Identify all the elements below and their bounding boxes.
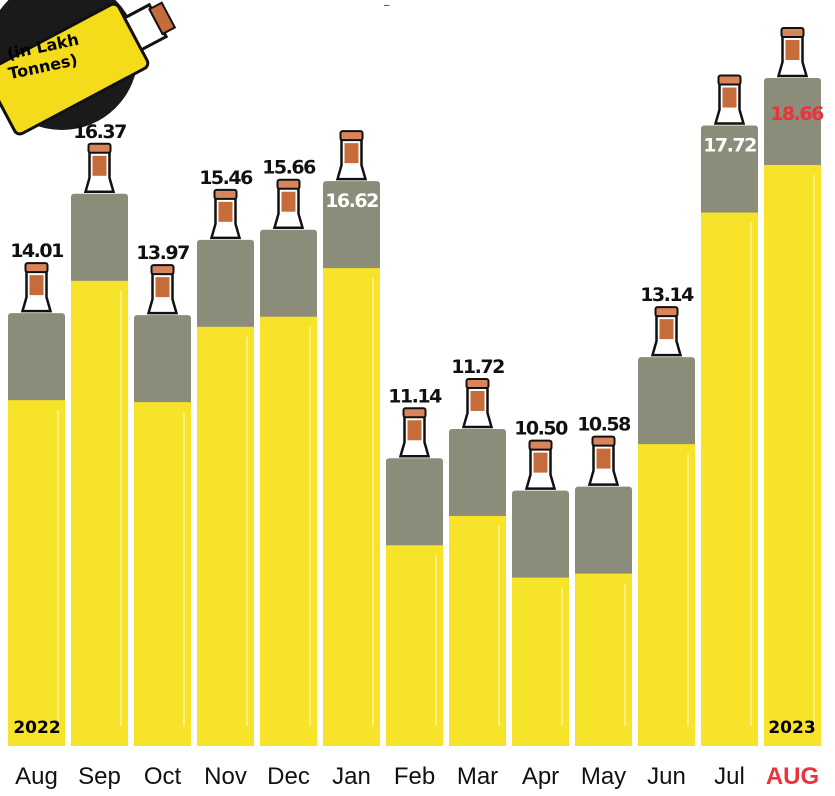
category-label-oct: Oct: [144, 763, 182, 790]
bottle-cap-icon: [654, 306, 679, 318]
bottle-cap-icon: [150, 264, 175, 276]
bar-marks: 14.01 Aug 16.37 Sep 13.97 Oct 15.46 Nov 15.66 Dec…: [8, 27, 826, 790]
bottle-cap-icon: [213, 188, 238, 200]
value-label-may: 10.58: [577, 414, 631, 436]
bar-glass-shine: [246, 336, 248, 726]
bar-glass-shine: [120, 290, 122, 726]
bar-glass-shine: [309, 326, 311, 726]
category-label-may: May: [581, 763, 626, 790]
bar-glass-shine: [687, 454, 689, 726]
bottle-cork-icon: [155, 277, 170, 298]
value-label-nov: 15.46: [199, 167, 253, 189]
category-label-apr: Apr: [522, 763, 559, 790]
value-label-aug: 14.01: [10, 240, 63, 262]
oil-bottle-icon: [0, 1, 177, 136]
category-label-jun: Jun: [647, 763, 686, 790]
category-label-jul: Jul: [714, 763, 745, 790]
bar-glass-shine: [624, 583, 626, 726]
category-label-aug: AUG: [766, 763, 819, 790]
category-label-mar: Mar: [457, 763, 498, 790]
category-label-feb: Feb: [394, 763, 435, 790]
bottle-cork-icon: [218, 201, 233, 222]
bar-oil-fill: [701, 212, 758, 746]
bottle-cap-icon: [87, 142, 112, 154]
bar-glass-shine: [813, 175, 815, 726]
bottle-cap-icon: [339, 130, 364, 142]
bar-oil-fill: [449, 515, 506, 746]
bar-glass-shine: [750, 222, 752, 726]
bar-may: [575, 435, 632, 746]
bar-glass-shine: [561, 587, 563, 726]
value-label-dec: 15.66: [262, 157, 316, 179]
unit-badge: (in Lakh Tonnes): [0, 0, 177, 136]
bar-oct: [134, 264, 191, 746]
value-label-sep: 16.37: [73, 121, 126, 143]
bar-oil-fill: [323, 268, 380, 746]
bottle-cap-icon: [780, 27, 805, 38]
bar-apr: [512, 439, 569, 746]
bar-aug: [8, 262, 65, 746]
category-label-jan: Jan: [332, 763, 371, 790]
year-start-label: 2022: [13, 718, 60, 738]
bottle-cork-icon: [281, 191, 296, 212]
bar-oil-fill: [134, 402, 191, 746]
bar-glass-shine: [498, 525, 500, 726]
bottle-cork-icon: [470, 390, 485, 411]
bottle-cap-icon: [465, 377, 490, 389]
bar-oil-fill: [575, 573, 632, 746]
bar-oil-fill: [71, 280, 128, 746]
bottle-cork-icon: [29, 275, 44, 296]
bar-glass-shine: [183, 412, 185, 726]
bar-oil-fill: [8, 400, 65, 746]
bottle-cork-icon: [722, 87, 737, 108]
bottle-cork-icon: [92, 155, 107, 176]
bar-oil-fill: [764, 165, 821, 746]
bar-oil-fill: [386, 545, 443, 746]
category-label-dec: Dec: [267, 763, 310, 790]
bar-oil-fill: [512, 577, 569, 746]
category-label-sep: Sep: [78, 763, 121, 790]
bar-jul: [701, 74, 758, 746]
value-label-aug: 18.66: [770, 103, 824, 125]
bar-glass-shine: [57, 410, 59, 726]
value-label-mar: 11.72: [451, 356, 504, 378]
bar-oil-fill: [260, 316, 317, 746]
year-end-label: 2023: [768, 718, 815, 738]
value-label-feb: 11.14: [388, 385, 442, 407]
bar-oil-fill: [638, 444, 695, 746]
bottle-cap-icon: [402, 407, 427, 419]
bar-aug-highlight: [764, 27, 821, 746]
bottle-cork-icon: [533, 452, 548, 473]
bar-oil-fill: [197, 326, 254, 746]
bottle-cap-icon: [591, 435, 616, 447]
bar-glass-shine: [372, 278, 374, 726]
value-label-oct: 13.97: [136, 242, 189, 264]
bottle-cork-icon: [659, 319, 674, 340]
value-label-jun: 13.14: [640, 284, 694, 306]
bottle-cap-icon: [276, 178, 301, 190]
value-label-jan: 16.62: [325, 190, 378, 212]
category-label-nov: Nov: [204, 763, 247, 790]
bottle-cork-icon: [407, 420, 422, 441]
bar-jan: [323, 130, 380, 747]
bottle-cork-icon: [785, 40, 800, 60]
bottle-cork-icon: [344, 143, 359, 164]
bottle-cork-icon: [596, 448, 611, 469]
header-dash: –: [384, 0, 390, 11]
bar-dec: [260, 178, 317, 747]
bar-feb: [386, 407, 443, 746]
bottle-cap-icon: [24, 262, 49, 274]
bar-nov: [197, 188, 254, 746]
bar-jun: [638, 306, 695, 746]
bottle-cap-icon: [717, 74, 742, 86]
value-label-apr: 10.50: [514, 418, 568, 440]
value-label-jul: 17.72: [703, 135, 756, 157]
bottle-cap-icon: [528, 439, 553, 451]
category-label-aug: Aug: [15, 763, 58, 790]
bar-glass-shine: [435, 555, 437, 726]
bar-mar: [449, 377, 506, 746]
bar-sep: [71, 142, 128, 746]
